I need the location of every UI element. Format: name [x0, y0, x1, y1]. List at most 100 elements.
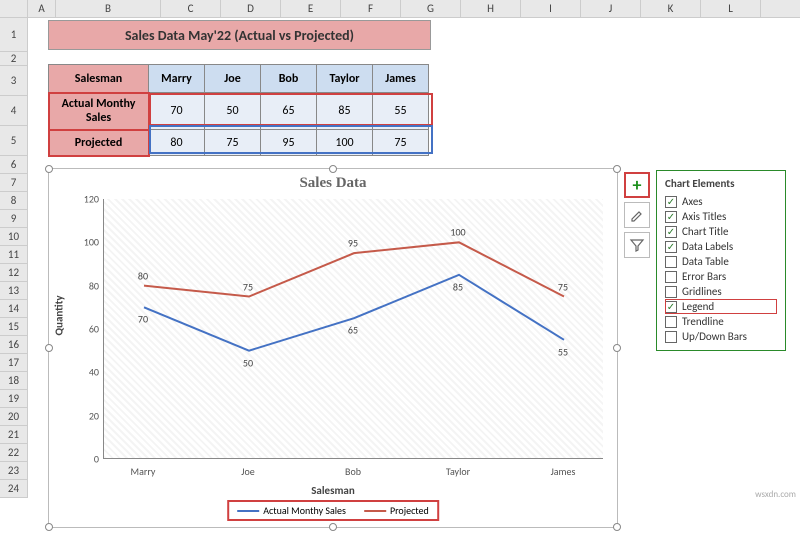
chart-element-option[interactable]: Trendline — [665, 314, 777, 329]
col-header[interactable]: Taylor — [317, 65, 373, 93]
checkbox-icon[interactable]: ✓ — [665, 241, 677, 253]
chart-object[interactable]: Sales Data Quantity Salesman Actual Mont… — [48, 168, 618, 528]
chart-title[interactable]: Sales Data — [49, 175, 617, 192]
row-header[interactable]: 23 — [0, 462, 27, 480]
checkbox-icon[interactable] — [665, 286, 677, 298]
checkbox-icon[interactable] — [665, 316, 677, 328]
x-axis-label[interactable]: Salesman — [311, 484, 355, 497]
option-label: Legend — [682, 300, 714, 313]
row-header[interactable]: 16 — [0, 336, 27, 354]
row-header[interactable]: 10 — [0, 228, 27, 246]
column-header[interactable]: C — [161, 0, 221, 17]
selection-range-actual — [150, 94, 432, 125]
chart-line-series[interactable] — [144, 242, 564, 296]
data-label[interactable]: 70 — [138, 313, 148, 326]
row-header[interactable]: 17 — [0, 354, 27, 372]
data-label[interactable]: 55 — [558, 345, 568, 358]
option-label: Up/Down Bars — [682, 330, 747, 343]
row-header[interactable]: 22 — [0, 444, 27, 462]
col-header[interactable]: Marry — [149, 65, 205, 93]
checkbox-icon[interactable] — [665, 271, 677, 283]
chart-element-option[interactable]: ✓Axes — [665, 194, 777, 209]
col-header[interactable]: Joe — [205, 65, 261, 93]
checkbox-icon[interactable] — [665, 331, 677, 343]
row-header[interactable]: 11 — [0, 246, 27, 264]
row-header[interactable]: 3 — [0, 66, 27, 96]
y-tick-label: 40 — [79, 366, 99, 379]
chart-element-option[interactable]: ✓Axis Titles — [665, 209, 777, 224]
brush-icon — [629, 207, 645, 223]
data-label[interactable]: 75 — [243, 280, 253, 293]
worksheet-grid[interactable]: Sales Data May'22 (Actual vs Projected) … — [28, 18, 800, 498]
legend-item[interactable]: Projected — [364, 504, 429, 517]
row-header[interactable]: 14 — [0, 300, 27, 318]
data-label[interactable]: 95 — [348, 237, 358, 250]
row-header[interactable]: 19 — [0, 390, 27, 408]
y-axis-label[interactable]: Quantity — [53, 295, 66, 335]
column-header[interactable]: A — [28, 0, 56, 17]
row-header[interactable]: 20 — [0, 408, 27, 426]
row-header[interactable]: 2 — [0, 52, 27, 66]
data-label[interactable]: 75 — [558, 280, 568, 293]
column-header[interactable]: B — [56, 0, 161, 17]
row-header[interactable]: 9 — [0, 210, 27, 228]
data-label[interactable]: 80 — [138, 269, 148, 282]
data-label[interactable]: 50 — [243, 356, 253, 369]
chart-element-option[interactable]: Up/Down Bars — [665, 329, 777, 344]
row-header[interactable]: 15 — [0, 318, 27, 336]
checkbox-icon[interactable]: ✓ — [665, 301, 677, 313]
row-header[interactable]: 24 — [0, 480, 27, 498]
data-label[interactable]: 85 — [453, 280, 463, 293]
row-header[interactable]: 21 — [0, 426, 27, 444]
x-tick-label: Joe — [241, 465, 254, 478]
chart-styles-button[interactable] — [624, 202, 650, 228]
column-header[interactable]: I — [521, 0, 581, 17]
row-header[interactable]: 12 — [0, 264, 27, 282]
chart-elements-panel: Chart Elements ✓Axes✓Axis Titles✓Chart T… — [656, 170, 786, 351]
x-tick-label: Bob — [345, 465, 361, 478]
column-header[interactable]: H — [461, 0, 521, 17]
column-header[interactable]: D — [221, 0, 281, 17]
chart-element-option[interactable]: Gridlines — [665, 284, 777, 299]
chart-element-option[interactable]: ✓ Data Labels — [665, 239, 777, 254]
row-header[interactable]: 6 — [0, 156, 27, 174]
chart-element-option[interactable]: ✓ Legend — [665, 299, 777, 314]
option-label: Chart Title — [682, 225, 729, 238]
row-label-projected[interactable]: Projected — [49, 130, 149, 156]
option-label: Error Bars — [682, 270, 726, 283]
column-header[interactable]: J — [581, 0, 641, 17]
col-header[interactable]: Bob — [261, 65, 317, 93]
option-label: Data Labels — [682, 240, 733, 253]
checkbox-icon[interactable]: ✓ — [665, 196, 677, 208]
checkbox-icon[interactable]: ✓ — [665, 211, 677, 223]
column-header[interactable]: E — [281, 0, 341, 17]
chart-filter-button[interactable] — [624, 232, 650, 258]
row-header[interactable]: 4 — [0, 96, 27, 126]
column-header[interactable]: K — [641, 0, 701, 17]
watermark: wsxdn.com — [755, 489, 796, 500]
select-all-corner[interactable] — [0, 0, 28, 17]
row-header[interactable]: 18 — [0, 372, 27, 390]
row-header[interactable]: 7 — [0, 174, 27, 192]
chart-element-option[interactable]: Data Table — [665, 254, 777, 269]
checkbox-icon[interactable] — [665, 256, 677, 268]
row-header[interactable]: 5 — [0, 126, 27, 156]
column-header[interactable]: G — [401, 0, 461, 17]
row-header[interactable]: 13 — [0, 282, 27, 300]
data-label[interactable]: 100 — [450, 226, 465, 239]
legend-item[interactable]: Actual Monthy Sales — [237, 504, 346, 517]
y-tick-label: 0 — [79, 453, 99, 466]
chart-element-option[interactable]: ✓ Chart Title — [665, 224, 777, 239]
data-label[interactable]: 65 — [348, 324, 358, 337]
chart-element-option[interactable]: Error Bars — [665, 269, 777, 284]
chart-line-series[interactable] — [144, 275, 564, 351]
row-header[interactable]: 8 — [0, 192, 27, 210]
column-header[interactable]: L — [701, 0, 761, 17]
col-header[interactable]: James — [373, 65, 429, 93]
chart-elements-button[interactable]: + — [624, 172, 650, 198]
row-header[interactable]: 1 — [0, 18, 27, 52]
row-label-actual[interactable]: Actual Monthy Sales — [49, 93, 149, 130]
checkbox-icon[interactable]: ✓ — [665, 226, 677, 238]
column-header[interactable]: F — [341, 0, 401, 17]
chart-legend[interactable]: Actual Monthy Sales Projected — [227, 500, 439, 521]
